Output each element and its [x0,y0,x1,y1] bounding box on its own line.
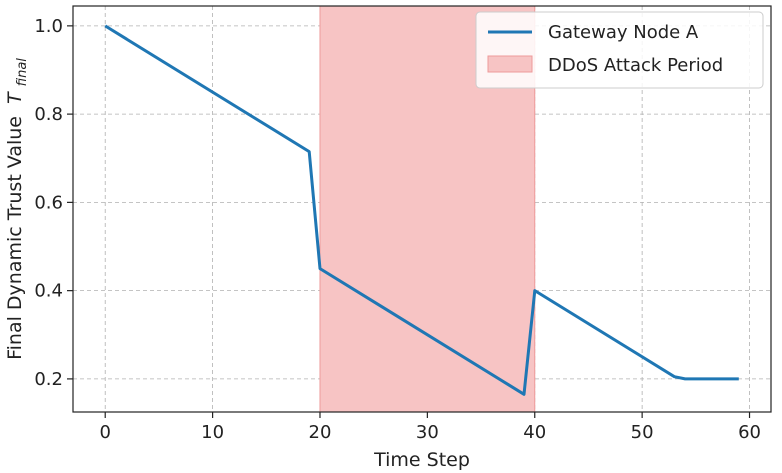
x-tick-label: 10 [201,422,224,443]
plot-frame [72,5,772,413]
legend: Gateway Node A DDoS Attack Period [475,11,764,89]
y-tick-label: 0.6 [34,192,63,213]
x-tick-label: 30 [416,422,439,443]
x-tick-label: 60 [738,422,761,443]
series-line-0 [104,24,739,396]
legend-label-gateway: Gateway Node A [548,22,699,43]
series-lines [104,24,739,396]
x-tick-label: 40 [523,422,546,443]
x-tick-label: 50 [631,422,654,443]
y-axis-label-symbol: T [4,91,26,104]
y-axis-label-subscript: final [15,58,30,87]
y-tick-label: 1.0 [34,16,63,37]
x-tick-label: 20 [309,422,332,443]
legend-patch-swatch [487,55,533,73]
y-axis-ticks: 0.2 0.4 0.6 0.8 1.0 [34,16,73,390]
y-tick-label: 0.2 [34,369,63,390]
legend-box [475,11,764,89]
y-axis-label: Final Dynamic Trust Value T final [4,58,30,360]
y-axis-label-text: Final Dynamic Trust Value [4,116,26,360]
x-axis-ticks: 0 10 20 30 40 50 60 [99,412,761,443]
x-axis-label: Time Step [373,449,470,471]
y-tick-label: 0.8 [34,104,63,125]
x-tick-label: 0 [99,422,110,443]
y-tick-label: 0.4 [34,281,63,302]
legend-label-ddos: DDoS Attack Period [548,55,723,76]
